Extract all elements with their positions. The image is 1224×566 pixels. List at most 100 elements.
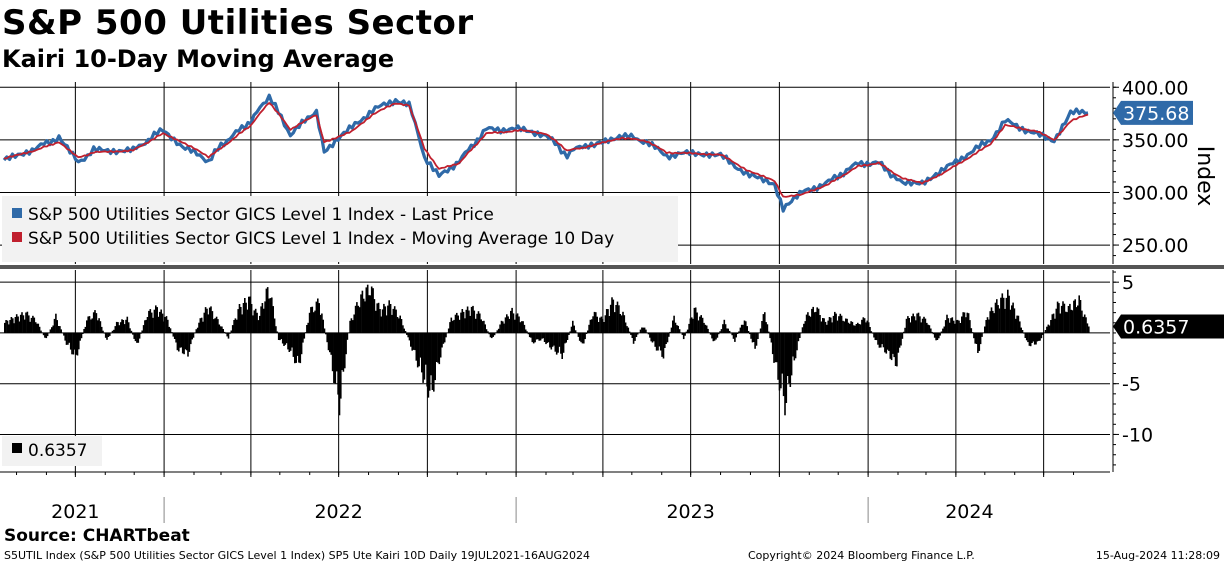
- kairi-bar: [59, 326, 61, 333]
- kairi-bar: [245, 302, 247, 333]
- kairi-bar: [341, 332, 343, 370]
- kairi-bar: [133, 332, 135, 339]
- kairi-bar: [1025, 332, 1028, 341]
- kairi-bar: [851, 321, 854, 333]
- kairi-bar: [145, 319, 147, 333]
- kairi-bar: [425, 332, 427, 365]
- kairi-bar: [547, 332, 550, 343]
- kairi-bar: [6, 320, 9, 333]
- kairi-bar: [589, 319, 592, 333]
- kairi-bar: [137, 332, 140, 343]
- kairi-bar: [894, 332, 897, 366]
- kairi-bar: [809, 316, 812, 333]
- kairi-bar: [754, 332, 756, 349]
- kairi-bar: [344, 332, 346, 369]
- kairi-bar: [951, 317, 954, 333]
- kairi-bar: [685, 331, 688, 333]
- kairi-bar: [396, 317, 399, 333]
- kairi-bar: [238, 304, 241, 333]
- kairi-bar: [253, 310, 256, 333]
- kairi-bar: [402, 325, 404, 333]
- kairi-bar: [69, 332, 72, 350]
- kairi-bar: [474, 318, 477, 333]
- kairi-bar: [560, 332, 562, 354]
- kairi-bar: [726, 328, 728, 333]
- kairi-bar: [342, 332, 345, 372]
- kairi-bar: [314, 310, 316, 333]
- kairi-bar: [418, 332, 420, 367]
- kairi-bar: [924, 318, 927, 333]
- kairi-bar: [488, 332, 490, 335]
- kairi-bar: [838, 316, 840, 333]
- kairi-bar: [242, 303, 245, 333]
- kairi-bar: [433, 332, 435, 392]
- upper-y-tick-label: 300.00: [1122, 182, 1188, 204]
- kairi-bar: [225, 332, 227, 334]
- kairi-bar: [970, 328, 973, 333]
- kairi-bar: [410, 332, 412, 347]
- kairi-bar: [761, 321, 763, 333]
- kairi-bar: [276, 331, 279, 333]
- kairi-bar: [37, 323, 40, 333]
- kairi-bar: [26, 311, 29, 333]
- kairi-bar: [537, 332, 539, 340]
- kairi-bar: [531, 332, 534, 343]
- legend-label-ma: S&P 500 Utilities Sector GICS Level 1 In…: [28, 229, 614, 249]
- kairi-bar: [362, 298, 365, 333]
- kairi-bar: [875, 332, 878, 341]
- kairi-bar: [874, 332, 877, 340]
- kairi-bar: [412, 332, 415, 350]
- kairi-bar: [778, 332, 781, 391]
- kairi-bar: [349, 320, 351, 333]
- kairi-bar: [917, 312, 920, 333]
- kairi-bar: [178, 332, 180, 352]
- kairi-bar: [91, 318, 94, 333]
- kairi-bar: [176, 332, 179, 351]
- kairi-bar: [202, 321, 204, 333]
- kairi-bar: [442, 332, 445, 344]
- kairi-bar: [164, 317, 166, 333]
- kairi-bar: [1067, 306, 1070, 333]
- kairi-bar: [377, 302, 380, 333]
- kairi-bar: [462, 311, 465, 333]
- kairi-bar: [218, 324, 221, 333]
- kairi-bar: [327, 332, 330, 351]
- kairi-bar: [231, 325, 234, 333]
- kairi-bar: [780, 332, 782, 389]
- kairi-bar: [127, 322, 130, 333]
- kairi-bar: [188, 332, 191, 352]
- kairi-bar: [370, 286, 373, 333]
- kairi-bar: [1054, 318, 1056, 333]
- kairi-bar: [484, 324, 486, 333]
- kairi-bar: [728, 330, 731, 333]
- kairi-bar: [499, 324, 501, 333]
- kairi-bar: [42, 332, 45, 336]
- lower-legend-label: 0.6357: [28, 441, 87, 461]
- kairi-bar: [723, 319, 726, 333]
- kairi-bar: [930, 328, 932, 333]
- kairi-bar: [395, 309, 397, 333]
- kairi-bar: [585, 332, 588, 334]
- last-kairi-tag-label: 0.6357: [1123, 316, 1189, 338]
- kairi-bar: [1062, 301, 1064, 333]
- kairi-bar: [975, 332, 978, 344]
- kairi-bar: [44, 332, 46, 338]
- kairi-bar: [649, 332, 651, 338]
- kairi-bar: [181, 332, 184, 354]
- kairi-bar: [1066, 312, 1068, 333]
- kairi-bar: [129, 328, 131, 333]
- lower-y-tick-label: -5: [1122, 374, 1141, 396]
- kairi-bar: [481, 321, 484, 333]
- kairi-bar: [1079, 300, 1082, 333]
- kairi-bar: [996, 299, 998, 333]
- kairi-bar: [230, 330, 233, 333]
- kairi-bar: [265, 288, 268, 333]
- kairi-bar: [542, 332, 545, 339]
- kairi-bar: [14, 317, 17, 333]
- kairi-bar: [236, 319, 238, 333]
- kairi-bar: [668, 332, 670, 337]
- kairi-bar: [605, 309, 608, 333]
- kairi-bar: [1088, 326, 1090, 333]
- kairi-bar: [68, 332, 71, 343]
- kairi-bar: [745, 321, 747, 333]
